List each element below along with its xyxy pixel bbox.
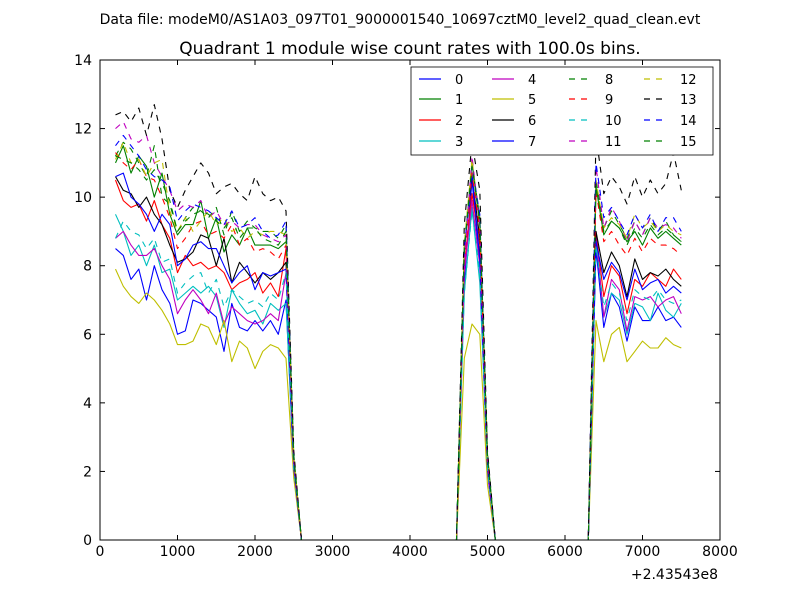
legend-label: 10 (605, 114, 622, 129)
y-tick-label: 4 (83, 396, 92, 412)
y-tick-label: 14 (74, 53, 92, 69)
y-tick-label: 8 (83, 259, 92, 275)
legend-label: 8 (605, 73, 613, 88)
x-tick-label: 5000 (470, 544, 506, 560)
legend-label: 1 (455, 93, 463, 108)
y-tick-label: 12 (74, 122, 92, 138)
legend-label: 12 (680, 73, 697, 88)
suptitle: Data file: modeM0/AS1A03_097T01_90000015… (100, 12, 701, 28)
legend-item-1: 1 (419, 93, 463, 108)
legend-item-12: 12 (644, 73, 697, 88)
legend-label: 11 (605, 135, 622, 150)
y-tick-label: 10 (74, 190, 92, 206)
series-line-6 (115, 176, 682, 540)
legend-item-7: 7 (492, 135, 536, 150)
x-tick-label: 1000 (160, 544, 196, 560)
x-tick-label: 4000 (392, 544, 428, 560)
ticks-layer: 0 1000 2000 3000 4000 5000 6000 7000 80000246810… (74, 53, 738, 560)
legend-label: 6 (528, 114, 536, 129)
y-tick-label: 0 (83, 533, 92, 549)
legend-label: 5 (528, 93, 536, 108)
legend-label: 14 (680, 114, 697, 129)
series-line-10 (114, 210, 682, 540)
legend-item-0: 0 (419, 73, 463, 88)
x-tick-label: 2000 (237, 544, 273, 560)
legend-label: 3 (455, 135, 463, 150)
y-tick-label: 6 (83, 327, 92, 343)
x-tick-label: 3000 (315, 544, 351, 560)
x-offset-label: +2.43543e8 (631, 567, 718, 583)
legend-label: 0 (455, 73, 463, 88)
legend-item-15: 15 (644, 135, 697, 150)
legend-item-4: 4 (492, 73, 536, 88)
series-layer (114, 104, 682, 540)
x-tick-label: 7000 (625, 544, 661, 560)
legend-label: 2 (455, 114, 463, 129)
legend-item-9: 9 (569, 93, 613, 108)
legend-label: 7 (528, 135, 536, 150)
legend-item-11: 11 (569, 135, 622, 150)
series-line-7 (115, 172, 682, 540)
legend-item-8: 8 (569, 73, 613, 88)
legend-item-5: 5 (492, 93, 536, 108)
legend-item-6: 6 (492, 114, 536, 129)
series-line-5 (114, 268, 682, 540)
legend-label: 9 (605, 93, 613, 108)
series-line-12 (114, 141, 682, 540)
legend-item-14: 14 (644, 114, 697, 129)
x-tick-label: 0 (96, 544, 105, 560)
x-tick-label: 6000 (547, 544, 583, 560)
legend-label: 4 (528, 73, 536, 88)
legend-item-3: 3 (419, 135, 463, 150)
series-line-13 (115, 104, 682, 540)
x-tick-label: 8000 (702, 544, 738, 560)
legend-label: 13 (680, 93, 697, 108)
legend-item-2: 2 (419, 114, 463, 129)
legend-label: 15 (680, 135, 697, 150)
y-tick-label: 2 (83, 464, 92, 480)
series-line-15 (115, 155, 682, 540)
series-line-0 (115, 179, 682, 540)
legend-item-13: 13 (644, 93, 697, 108)
legend-item-10: 10 (569, 114, 622, 129)
legend-box (410, 66, 714, 156)
chart-title: Quadrant 1 module wise count rates with … (179, 39, 640, 59)
series-line-3 (114, 206, 682, 540)
